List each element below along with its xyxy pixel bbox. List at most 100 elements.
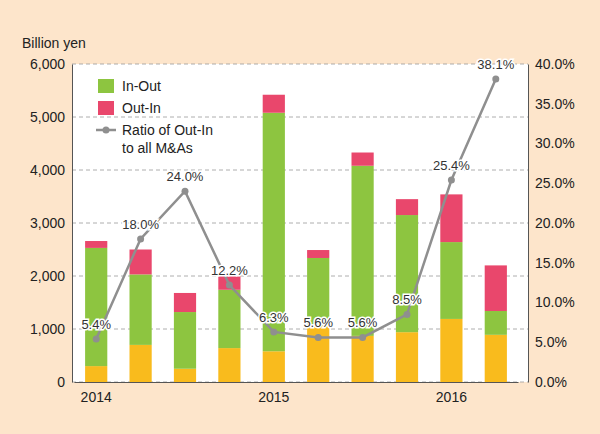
bar — [485, 311, 507, 335]
bar — [85, 241, 107, 248]
tick-label: 4,000 — [30, 162, 65, 178]
tick-label: 0 — [57, 374, 65, 390]
legend-item: In-Out — [98, 78, 161, 94]
data-label: 5.6% — [303, 315, 333, 330]
line-marker — [315, 334, 322, 341]
tick-label: 3,000 — [30, 215, 65, 231]
line-marker — [93, 336, 100, 343]
tick-label: 35.0% — [535, 96, 575, 112]
tick: 40.0% — [528, 56, 575, 72]
tick: 4,000 — [30, 162, 72, 178]
bar — [263, 351, 285, 382]
tick: 2,000 — [30, 268, 72, 284]
bar — [352, 166, 374, 336]
y-axis: 0 1,000 2,000 3,000 4,000 5,000 6,000 — [30, 56, 73, 390]
legend-label-line: In-Out — [122, 78, 161, 94]
tick: 10.0% — [528, 294, 575, 310]
legend-symbol — [98, 101, 114, 115]
data-label: 18.0% — [122, 217, 159, 232]
tick-label: 0.0% — [535, 374, 567, 390]
tick: 30.0% — [528, 135, 575, 151]
tick-label: 5,000 — [30, 109, 65, 125]
tick-label: 2014 — [81, 389, 112, 405]
bar-series — [85, 113, 507, 369]
tick-label: 10.0% — [535, 294, 575, 310]
line-marker — [359, 334, 366, 341]
bar — [218, 290, 240, 348]
tick: 20.0% — [528, 215, 575, 231]
data-label: 5.4% — [81, 317, 111, 332]
plot — [85, 76, 507, 382]
tick-label: 5.0% — [535, 334, 567, 350]
bar — [263, 95, 285, 113]
bar — [218, 348, 240, 382]
legend-item: Out-In — [98, 100, 161, 116]
tick: 5.0% — [528, 334, 567, 350]
legend-label: Ratio of Out-In to all M&As — [122, 122, 213, 156]
bar — [130, 345, 152, 382]
line-marker — [182, 188, 189, 195]
line-marker — [226, 282, 233, 289]
data-label: 8.5% — [392, 292, 422, 307]
axis-line — [75, 382, 519, 383]
legend-label: In-Out — [122, 78, 161, 94]
data-labels: 5.4%18.0%24.0%12.2%6.3%5.6%5.6%8.5%25.4%… — [81, 57, 514, 332]
tick: 5,000 — [30, 109, 72, 125]
tick: 1,000 — [30, 321, 72, 337]
bar — [440, 319, 462, 382]
tick: 25.0% — [528, 175, 575, 191]
tick-label: 15.0% — [535, 255, 575, 271]
tick-label: 20.0% — [535, 215, 575, 231]
tick: 2015 — [258, 382, 289, 405]
legend-label-line: Ratio of Out-In — [122, 122, 213, 138]
bar — [396, 215, 418, 332]
bar — [85, 366, 107, 382]
legend-label-line: to all M&As — [122, 140, 193, 156]
data-label: 12.2% — [211, 263, 248, 278]
bar — [174, 312, 196, 369]
grid — [72, 64, 528, 382]
bar — [485, 265, 507, 311]
line-marker — [270, 328, 277, 335]
tick-label: 2,000 — [30, 268, 65, 284]
data-label: 25.4% — [433, 158, 470, 173]
x-axis: 2014 2015 2016 — [75, 382, 519, 405]
tick-label: 2016 — [436, 389, 467, 405]
grid-line — [72, 117, 528, 118]
tick: 0.0% — [528, 374, 567, 390]
bar — [440, 242, 462, 319]
line-marker — [404, 311, 411, 318]
bar — [396, 332, 418, 382]
background — [0, 0, 600, 434]
tick: 2014 — [81, 382, 112, 405]
data-label: 38.1% — [477, 57, 514, 72]
legend-label-line: Out-In — [122, 100, 161, 116]
bar — [307, 325, 329, 382]
line-marker — [448, 177, 455, 184]
bar — [396, 199, 418, 215]
plot-area — [72, 64, 528, 382]
data-label: 5.6% — [348, 315, 378, 330]
tick-label: 1,000 — [30, 321, 65, 337]
tick: 0 — [57, 374, 72, 390]
line-marker — [137, 235, 144, 242]
bar — [85, 248, 107, 366]
legend-label: Out-In — [122, 100, 161, 116]
legend: In-Out Out-In Ratio of Out-In to all M&As — [96, 78, 213, 156]
bar — [352, 336, 374, 382]
ratio-line — [96, 79, 496, 339]
chart: 5.4%18.0%24.0%12.2%6.3%5.6%5.6%8.5%25.4%… — [0, 0, 600, 434]
tick-label: 6,000 — [30, 56, 65, 72]
tick-label: 30.0% — [535, 135, 575, 151]
bar — [130, 274, 152, 344]
tick: 15.0% — [528, 255, 575, 271]
legend-item: Ratio of Out-In to all M&As — [96, 122, 213, 156]
bar — [352, 153, 374, 166]
bar — [174, 369, 196, 382]
tick-label: 40.0% — [535, 56, 575, 72]
axis-title: Billion yen — [22, 35, 86, 51]
line-marker — [492, 76, 499, 83]
legend-symbol — [98, 79, 114, 93]
legend-symbol — [103, 127, 110, 134]
data-label: 6.3% — [259, 310, 289, 325]
